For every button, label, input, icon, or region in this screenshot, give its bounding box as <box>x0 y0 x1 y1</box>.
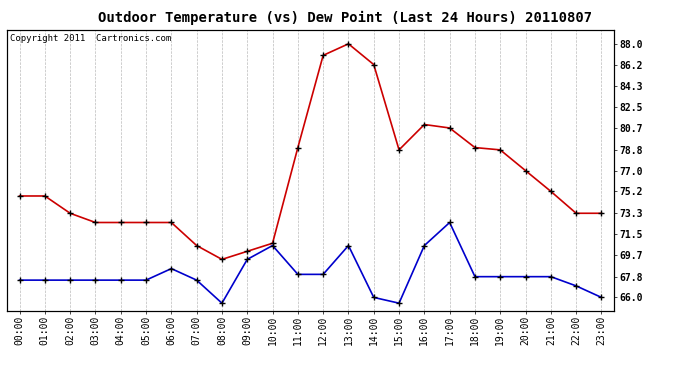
Text: Outdoor Temperature (vs) Dew Point (Last 24 Hours) 20110807: Outdoor Temperature (vs) Dew Point (Last… <box>98 11 592 26</box>
Text: Copyright 2011  Cartronics.com: Copyright 2011 Cartronics.com <box>10 34 171 43</box>
